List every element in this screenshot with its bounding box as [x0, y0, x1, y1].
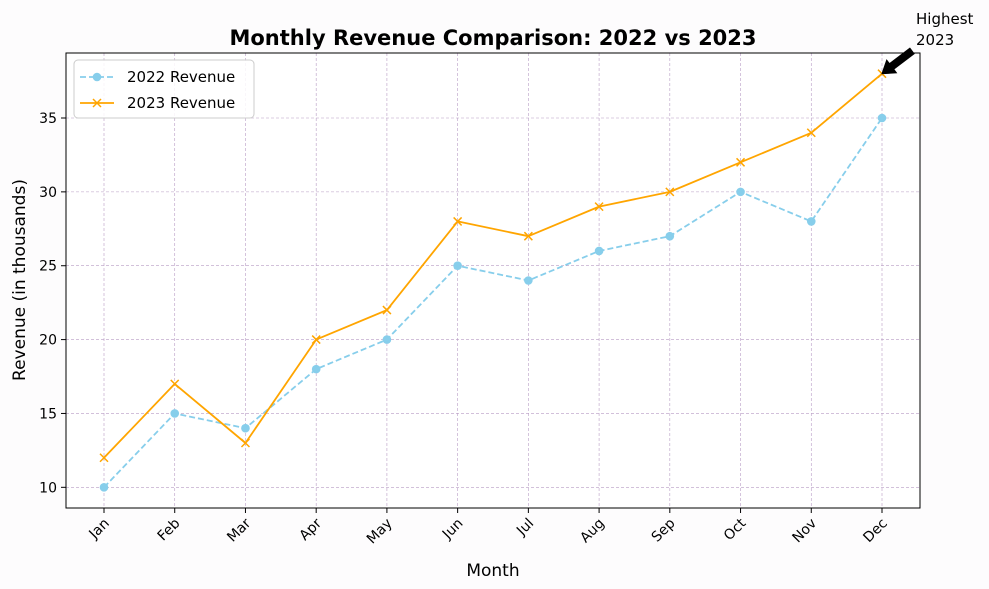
- annotation-text-line2: 2023: [916, 31, 954, 49]
- data-point-2022-revenue-dec: [877, 113, 887, 123]
- data-point-2023-revenue-may: [382, 305, 392, 315]
- data-point-2023-revenue-jan: [99, 453, 109, 463]
- y-tick-label-30: 30: [39, 185, 57, 201]
- data-point-2023-revenue-apr: [311, 335, 321, 345]
- y-tick-label-25: 25: [39, 259, 57, 275]
- data-point-2023-revenue-aug: [594, 202, 604, 212]
- legend-label-2023: 2023 Revenue: [127, 94, 235, 112]
- data-point-2023-revenue-sep: [665, 187, 675, 197]
- data-point-2022-revenue-apr: [311, 364, 321, 374]
- y-tick-label-35: 35: [39, 111, 57, 127]
- data-point-2022-revenue-nov: [806, 217, 816, 226]
- legend-entry-2022: 2022 Revenue: [80, 68, 235, 86]
- legend-marker-2023: [92, 98, 102, 108]
- data-point-2023-revenue-oct: [736, 157, 746, 167]
- plot-frame: [65, 52, 921, 509]
- series-line-2022-revenue: [103, 117, 883, 488]
- annotation-highest-2023: Highest 2023: [881, 10, 974, 75]
- legend-marker-2022: [92, 72, 102, 82]
- data-point-2022-revenue-jul: [524, 276, 533, 285]
- legend-frame: [73, 59, 255, 119]
- legend-label-2022: 2022 Revenue: [127, 68, 235, 86]
- data-point-2023-revenue-jun: [453, 216, 463, 226]
- data-point-2022-revenue-may: [382, 335, 392, 344]
- legend: 2022 Revenue 2023 Revenue: [73, 59, 255, 119]
- legend-entry-2023: 2023 Revenue: [80, 94, 235, 112]
- data-point-2022-revenue-aug: [594, 246, 604, 256]
- y-tick-label-20: 20: [39, 333, 57, 349]
- y-axis: 10 15 20 25 30 35: [39, 111, 66, 496]
- gridlines: [66, 53, 920, 508]
- data-point-2022-revenue-mar: [241, 423, 250, 433]
- data-point-2023-revenue-nov: [806, 128, 816, 138]
- annotation-arrow: [881, 47, 915, 75]
- data-point-2022-revenue-feb: [170, 409, 180, 418]
- series-2022-revenue: [99, 113, 887, 492]
- chart-title: Monthly Revenue Comparison: 2022 vs 2023: [229, 26, 756, 50]
- data-point-2022-revenue-oct: [736, 187, 745, 197]
- data-point-2023-revenue-feb: [170, 379, 180, 389]
- series-2023-revenue: [99, 69, 887, 463]
- y-axis-title: Revenue (in thousands): [10, 179, 30, 381]
- data-point-2022-revenue-jun: [453, 261, 462, 271]
- data-point-2023-revenue-mar: [240, 438, 250, 448]
- data-point-2022-revenue-sep: [665, 231, 675, 241]
- series-layer: [99, 69, 887, 492]
- data-point-2022-revenue-jan: [99, 483, 109, 492]
- annotation-text-line1: Highest: [916, 10, 974, 28]
- y-tick-label-15: 15: [39, 406, 57, 422]
- x-axis-title: Month: [466, 561, 519, 581]
- data-point-2023-revenue-jul: [523, 231, 533, 241]
- plot-area: [66, 53, 920, 508]
- series-line-2023-revenue: [103, 72, 883, 459]
- y-tick-label-10: 10: [39, 480, 57, 496]
